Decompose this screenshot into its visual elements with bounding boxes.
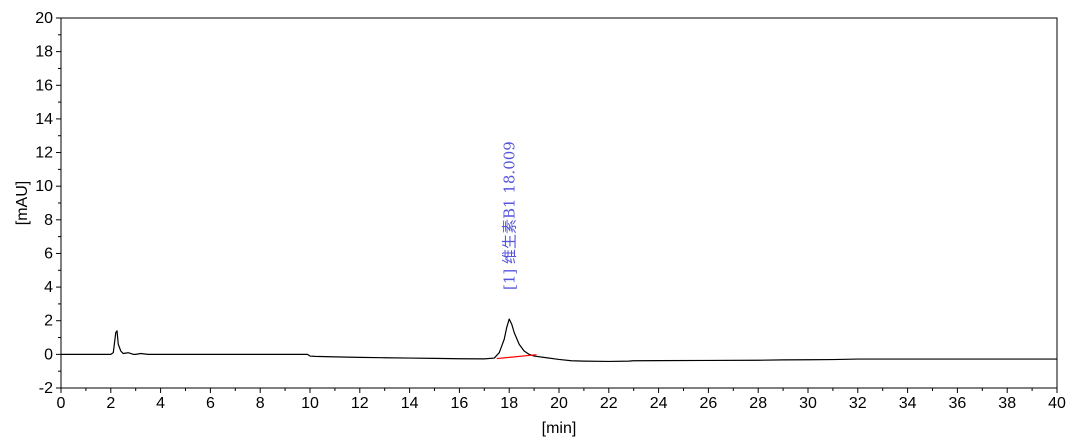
x-tick-label: 24	[650, 395, 668, 412]
x-tick-label: 6	[206, 395, 215, 412]
y-tick-label: 12	[35, 145, 53, 162]
y-tick-label: -2	[39, 380, 53, 397]
y-tick-label: 10	[35, 178, 53, 195]
y-tick-label: 6	[44, 245, 53, 262]
x-tick-label: 18	[500, 395, 518, 412]
x-tick-label: 26	[700, 395, 718, 412]
x-tick-label: 8	[256, 395, 265, 412]
x-tick-label: 22	[600, 395, 618, 412]
x-tick-label: 16	[451, 395, 469, 412]
y-tick-label: 20	[35, 10, 53, 27]
plot-layer: 0 2 4 6 8 10 12 14 16 18 20 22 24 26 28 30 32 34 36 38 40-20…	[35, 10, 1066, 412]
x-tick-label: 4	[156, 395, 165, 412]
x-tick-label: 2	[106, 395, 115, 412]
x-tick-label: 36	[949, 395, 967, 412]
baseline-integration-line	[496, 354, 537, 360]
x-tick-label: 12	[351, 395, 369, 412]
x-tick-label: 32	[849, 395, 867, 412]
y-tick-label: 18	[35, 44, 53, 61]
x-tick-label: 38	[998, 395, 1016, 412]
plot-frame	[60, 17, 1058, 389]
x-tick-label: 34	[899, 395, 917, 412]
x-tick-label: 30	[799, 395, 817, 412]
x-tick-label: 0	[57, 395, 66, 412]
x-tick-label: 20	[550, 395, 568, 412]
y-tick-label: 4	[44, 279, 53, 296]
x-tick-label: 10	[301, 395, 319, 412]
peak-annotation-label: [1] 维生素B1 18.009	[500, 141, 518, 290]
signal-trace	[61, 318, 1057, 363]
x-tick-label: 40	[1048, 395, 1066, 412]
x-axis-label: [min]	[542, 420, 577, 437]
y-tick-label: 16	[35, 77, 53, 94]
x-tick-label: 28	[749, 395, 767, 412]
y-tick-label: 14	[35, 111, 53, 128]
y-tick-label: 0	[44, 346, 53, 363]
y-tick-label: 2	[44, 313, 53, 330]
y-tick-label: 8	[44, 212, 53, 229]
x-tick-label: 14	[401, 395, 419, 412]
y-axis-label: [mAU]	[14, 181, 31, 225]
